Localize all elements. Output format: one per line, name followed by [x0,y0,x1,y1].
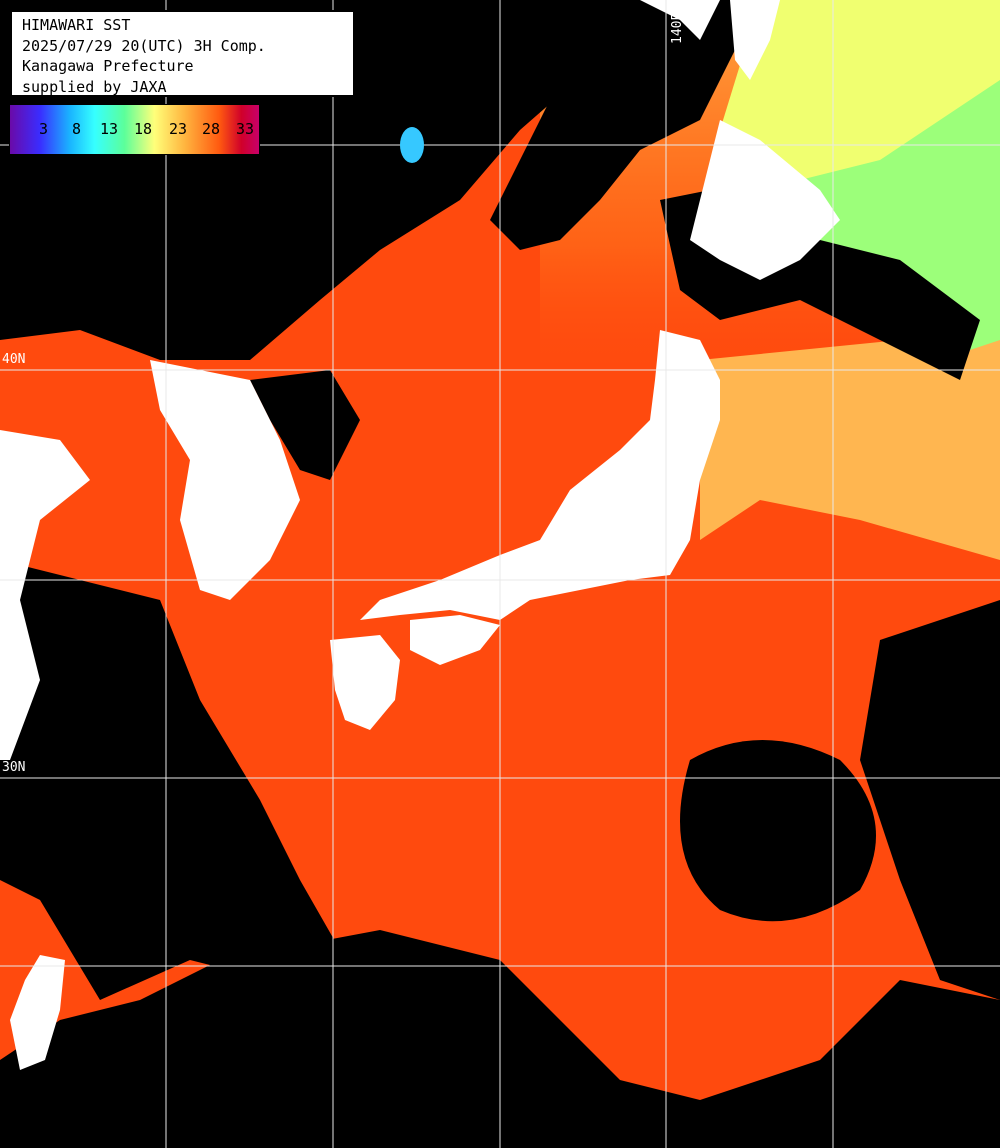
cool-water-patch [400,127,424,163]
landmasses [0,0,840,1070]
land-korea [150,360,300,600]
latitude-label-40n: 40N [2,352,26,367]
temperature-colorbar: 3 8 13 18 23 28 33 [9,104,260,155]
land-honshu [360,330,720,620]
colorbar-tick: 3 [39,120,49,138]
kuroshio-cool-area [700,330,1000,560]
source-label: supplied by JAXA [22,77,167,96]
colorbar-tick: 23 [169,120,188,138]
colorbar-tick: 8 [72,120,82,138]
map-info-box: HIMAWARI SST 2025/07/29 20(UTC) 3H Comp.… [10,10,355,97]
land-china-coast [0,430,90,760]
land-shikoku [410,615,500,665]
cloud-east [860,600,1000,1000]
timestamp-label: 2025/07/29 20(UTC) 3H Comp. [22,36,266,55]
colorbar-tick: 18 [134,120,153,138]
land-primorye [640,0,720,40]
far-north-yellow-water [720,0,1000,180]
land-hokkaido [690,120,840,280]
land-sakhalin [730,0,780,80]
cloud-west [0,560,340,1000]
land-taiwan [10,955,65,1070]
cloud-north-center [490,0,760,250]
longitude-label-140e: 140E [670,12,685,44]
colorbar-tick: 13 [100,120,119,138]
colorbar-ticks: 3 8 13 18 23 28 33 [10,105,259,154]
product-title: HIMAWARI SST [22,16,131,34]
cloud-typhoon-eye [680,740,876,922]
colorbar-tick: 28 [202,120,221,138]
colorbar-tick: 33 [236,120,255,138]
land-kyushu [330,635,400,730]
latitude-label-30n: 30N [2,760,26,775]
region-label: Kanagawa Prefecture [22,57,194,75]
